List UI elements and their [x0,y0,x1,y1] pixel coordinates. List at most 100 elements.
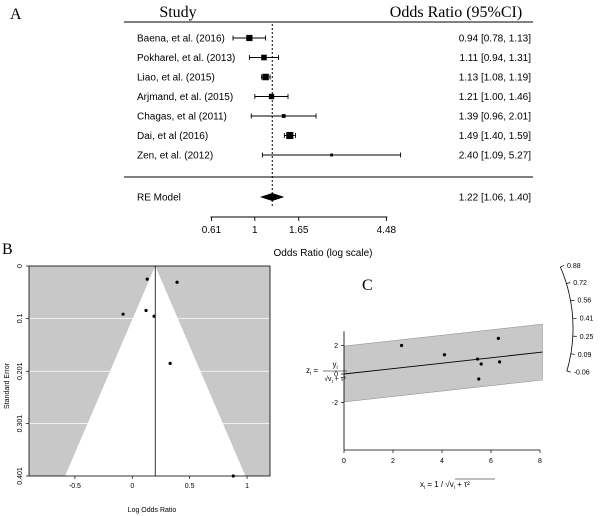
forest-point-estimate [330,153,334,157]
radial-arc-tick-label: 0.56 [578,298,592,305]
radial-x-tick-label: 2 [391,458,395,465]
forest-header-study: Study [159,4,196,21]
radial-y-axis-label: zi = yi √vi + τ² [306,360,347,385]
radial-arc-tick-label: 0.41 [580,316,594,323]
forest-point-estimate [246,34,253,42]
forest-ci-value: 2.40 [1.09, 5.27] [459,151,532,162]
funnel-x-tick-label: 0 [130,483,134,490]
radial-y-tick-label: 0 [334,372,338,379]
radial-x-axis-label: xi = 1 / √vi + τ² [420,478,495,491]
forest-axis-tick-label: 1 [252,225,258,236]
funnel-x-axis-label: Log Odds Ratio [128,507,177,514]
forest-ci-value: 1.13 [1.08, 1.19] [459,73,532,84]
forest-point-estimate [262,73,269,81]
forest-studies: Baena, et al. (2016) 0.94 [0.78, 1.13] Pok… [137,24,531,208]
radial-x-label-lhs: xi = 1 / √vi + τ² [420,480,470,491]
funnel-y-tick-label: 0 [17,264,24,268]
radial-y-label-numerator: yi [332,360,337,371]
funnel-study-point [175,280,179,284]
radial-y-label-denominator: √vi + τ² [324,375,346,385]
radial-study-point [497,360,502,364]
forest-study-row: Zen, et al. (2012) 2.40 [1.09, 5.27] [137,151,531,162]
radial-arc-tick-label: 0.09 [578,352,592,359]
radial-arc-tick [566,370,571,373]
forest-study-row: Dai, et al (2016) 1.49 [1.40, 1.59] [137,131,531,142]
radial-regression-line [343,351,543,375]
funnel-x-tick-label: -0.5 [69,483,81,490]
radial-y-tick-label: -2 [332,400,338,407]
forest-summary: RE Model 1.22 [1.06, 1.40] [137,193,531,204]
funnel-y-tick-label: 0.1 [17,313,24,323]
forest-study-name: Dai, et al (2016) [137,131,208,142]
funnel-plot-panel: B -0.5 0 0.5 1 0 0.1 0.201 0.301 0.401 Log Odds … [2,241,271,514]
funnel-study-point [168,361,172,366]
radial-arc-tick-label: -0.06 [574,370,590,377]
forest-ci-value: 0.94 [0.78, 1.13] [459,34,532,45]
radial-study-point [479,362,483,366]
radial-plot-area: 0 2 4 6 8 -2 0 2 0.88 0.72 0.56 0.41 0.25 0.09 -0.06 [332,263,594,465]
radial-study-point [442,353,447,357]
forest-point-estimate [281,114,286,118]
forest-study-name: Pokharel, et al. (2013) [137,53,235,64]
funnel-y-axis-label: Standard Error [4,362,11,409]
radial-x-tick-label: 4 [440,458,444,465]
forest-point-estimate [286,131,294,140]
forest-study-row: Liao, et al. (2015) 1.13 [1.08, 1.19] [137,73,531,84]
radial-y-label-lhs: zi = [306,366,318,377]
radial-study-point [475,357,480,361]
radial-arc-tick-label: 0.88 [567,263,581,270]
funnel-y-tick-label: 0.201 [17,362,24,380]
radial-x-tick-label: 0 [342,458,346,465]
radial-study-point [477,377,481,381]
forest-ci-value: 1.39 [0.96, 2.01] [459,112,532,123]
forest-study-row: Arjmand, et al. (2015) 1.21 [1.00, 1.46] [137,92,531,103]
forest-axis-tick-label: 1.65 [289,225,309,236]
forest-summary-name: RE Model [137,193,181,204]
panel-label-c: C [362,277,373,294]
radial-arc-tick [566,282,571,284]
radial-arc-tick-label: 0.25 [580,334,594,341]
forest-ci-value: 1.11 [0.94, 1.31] [459,53,531,64]
forest-study-name: Liao, et al. (2015) [137,73,215,84]
forest-summary-ci-value: 1.22 [1.06, 1.40] [459,193,532,204]
funnel-study-point [152,314,156,318]
forest-x-axis-label: Odds Ratio (log scale) [274,248,373,259]
radial-arc-tick-label: 0.72 [573,280,587,287]
forest-study-row: Pokharel, et al. (2013) 1.11 [0.94, 1.31] [137,53,531,64]
radial-plot-panel: C 0 2 4 6 8 -2 0 2 0.88 0.72 0.56 0.41 0.25 0.09 -0.06… [306,263,594,491]
radial-y-tick-label: 2 [334,343,338,350]
funnel-study-point [144,308,148,313]
funnel-x-tick-label: 1 [245,483,249,490]
forest-plot-panel: A Study Odds Ratio (95%CI) Baena, et al.… [10,4,533,259]
funnel-study-point [121,312,125,316]
funnel-plot-area: -0.5 0 0.5 1 0 0.1 0.201 0.301 0.401 [17,264,271,490]
radial-arc-tick [560,265,565,268]
radial-x-tick-label: 6 [489,458,493,465]
forest-header-odds-ratio: Odds Ratio (95%CI) [390,4,522,21]
forest-study-row: Chagas, et al (2011) 1.39 [0.96, 2.01] [137,112,531,123]
funnel-study-point [145,277,149,281]
radial-study-point [399,343,404,348]
funnel-y-tick-label: 0.401 [17,467,24,485]
forest-axis-tick-label: 4.48 [377,225,397,236]
radial-x-tick-label: 8 [538,458,542,465]
funnel-x-tick-label: 0.5 [185,483,195,490]
forest-study-name: Zen, et al. (2012) [137,151,213,162]
forest-ci-value: 1.49 [1.40, 1.59] [459,131,532,142]
radial-arc-tick [570,299,575,302]
panel-label-a: A [10,6,22,23]
forest-study-name: Baena, et al. (2016) [137,34,225,45]
panel-label-b: B [2,241,13,258]
forest-ci-value: 1.21 [1.00, 1.46] [459,92,532,103]
forest-study-name: Arjmand, et al. (2015) [137,92,233,103]
forest-point-estimate [261,54,267,61]
forest-study-row: Baena, et al. (2016) 0.94 [0.78, 1.13] [137,34,531,45]
forest-study-name: Chagas, et al (2011) [137,112,227,123]
radial-arc-tick [570,353,575,355]
forest-x-axis: 0.61 1 1.65 4.48 [202,216,397,236]
radial-study-point [496,336,500,340]
forest-point-estimate [268,93,275,100]
forest-axis-tick-label: 0.61 [202,225,222,236]
forest-summary-diamond [259,193,285,201]
